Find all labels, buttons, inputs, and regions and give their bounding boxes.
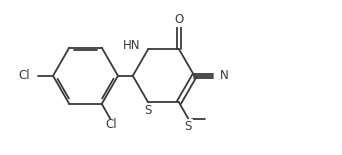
Text: S: S xyxy=(145,104,152,117)
Text: S: S xyxy=(185,120,192,133)
Text: O: O xyxy=(174,13,184,26)
Text: HN: HN xyxy=(123,39,141,51)
Text: Cl: Cl xyxy=(18,69,30,82)
Text: N: N xyxy=(220,69,229,82)
Text: Cl: Cl xyxy=(105,118,117,131)
